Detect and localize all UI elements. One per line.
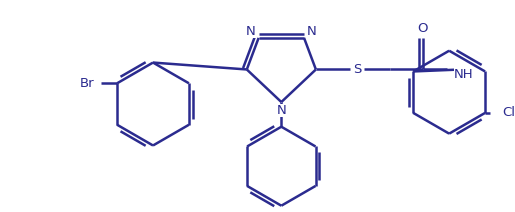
- Text: S: S: [353, 63, 362, 76]
- Text: NH: NH: [454, 68, 474, 81]
- Text: Cl: Cl: [502, 106, 515, 119]
- Text: N: N: [277, 105, 286, 117]
- Text: N: N: [307, 25, 317, 38]
- Text: N: N: [246, 25, 255, 38]
- Text: Br: Br: [80, 77, 95, 90]
- Text: O: O: [417, 21, 428, 35]
